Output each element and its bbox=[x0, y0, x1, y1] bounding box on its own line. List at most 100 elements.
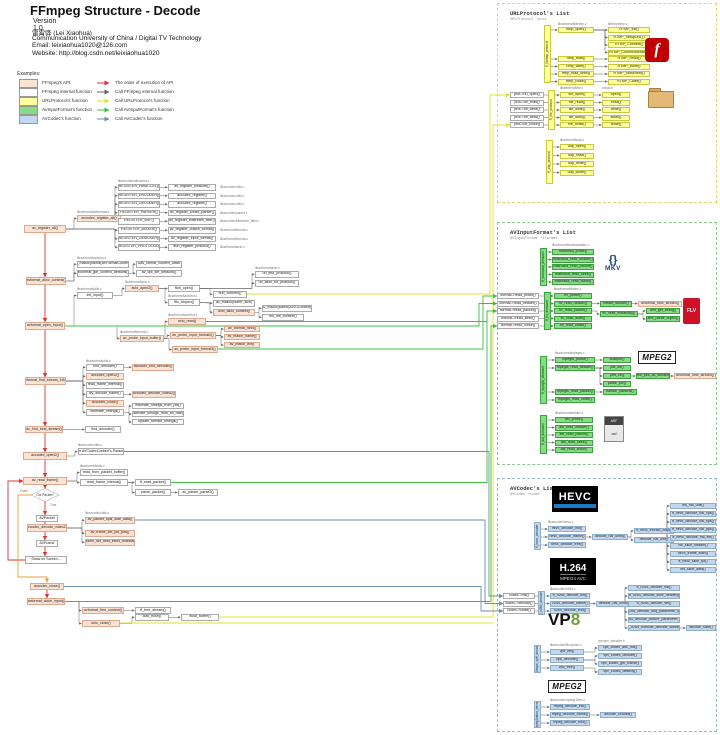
file-label: libavformat\flvdec.c bbox=[554, 287, 582, 291]
node-fr: file_read() bbox=[560, 99, 594, 106]
node-ao2: avio_open2() bbox=[125, 285, 159, 292]
node-apsd: av_packet_split_side_data() bbox=[85, 517, 135, 524]
node-fsk: flv_read_seek() bbox=[554, 315, 592, 322]
node-afc: avformat_free_context() bbox=[82, 607, 124, 614]
node-ame: av_match_ext() bbox=[224, 342, 260, 348]
file-label: libavformat\utils.c bbox=[80, 463, 105, 468]
node-o: open() bbox=[602, 92, 630, 98]
node-h264f: h264_decode_frame() bbox=[550, 600, 590, 607]
node-pr: prot->url_read() bbox=[510, 99, 544, 106]
node-pat: pat_cb() bbox=[603, 365, 631, 371]
node-ci: codec->init() bbox=[503, 593, 535, 599]
node-rc: rtmp_close() bbox=[558, 78, 594, 85]
node-hp: handle_packets() bbox=[603, 389, 637, 395]
node-uc: udp_close() bbox=[560, 169, 594, 176]
legend-arrow-red bbox=[97, 80, 110, 86]
node-afd: avcodec_find_decoder() bbox=[132, 364, 174, 371]
node-r8: REGISTER_PROTOCOL() bbox=[118, 244, 160, 251]
node-frp: ff_read_packet() bbox=[135, 479, 171, 486]
file-label: libavcodec\utils.c bbox=[78, 442, 103, 447]
file-label: libavcodec\hevc.c bbox=[548, 519, 574, 524]
node-pkt: AVPacket bbox=[36, 515, 58, 522]
node-hvps: ff_hevc_decode_nal_vps() bbox=[670, 511, 716, 517]
hevc-text: HEVC bbox=[558, 490, 592, 503]
node-rw: rtmp_write() bbox=[558, 63, 594, 70]
node-adv2m: avcodec_decode_video2() bbox=[27, 524, 67, 532]
file-label: libavformat\avio.c bbox=[125, 279, 150, 284]
node-hsd: hls_slice_data() bbox=[670, 567, 716, 573]
hevc-logo: HEVC bbox=[552, 486, 598, 512]
node-mrc: matroska_read_close() bbox=[552, 279, 594, 285]
author-org: Communication University of China / Digi… bbox=[32, 34, 202, 42]
node-ama: av_malloc(sizeof(AVIOContext)) bbox=[262, 305, 312, 312]
file-label: libavformat\allformats.c bbox=[77, 209, 110, 214]
legend-title: Examples: bbox=[17, 71, 41, 77]
node-Rc: RTMP_Connect() bbox=[608, 42, 650, 48]
node-Rw: RTMP_Write() bbox=[608, 63, 650, 70]
h264-subtext: MPEG4 AVC bbox=[560, 573, 586, 581]
asf-bottom: asf bbox=[611, 430, 617, 436]
legend-swatch-cod bbox=[19, 115, 38, 124]
file-label: libavformat\file.c bbox=[560, 86, 584, 90]
node-ust: update_stream_timings() bbox=[132, 419, 184, 425]
node-cc: codec->close() bbox=[503, 608, 535, 614]
node-vf: vp8_free() bbox=[550, 665, 584, 671]
file-label: libavformat\utils.c bbox=[77, 286, 102, 291]
node-bar_hevc: ff_hevc_decoder bbox=[534, 522, 541, 550]
legend-row: FFmpeg's API The order of execution of AP… bbox=[19, 79, 279, 88]
node-aoi: avformat_open_input() bbox=[25, 322, 65, 330]
node-t5: av_register_bitstream_filter() bbox=[168, 218, 216, 225]
node-apif2: av_probe_input_format2() bbox=[170, 332, 216, 339]
node-acb: avcodec_close() bbox=[86, 400, 124, 407]
file-label: libavcodec\bitstream_filter.c bbox=[220, 219, 260, 223]
flash-logo: f bbox=[645, 38, 669, 62]
legend-label: FFmpeg's API bbox=[42, 80, 71, 85]
node-vds: vpx_codec_destroy() bbox=[598, 669, 642, 675]
legend-label: AVInputFormat's function bbox=[42, 107, 93, 112]
flv-logo: FLV bbox=[683, 298, 700, 324]
author-name: 雷霄骅 (Lei Xiaohua) bbox=[32, 30, 92, 37]
version-label: Version 1.0 bbox=[33, 18, 57, 32]
node-me: mpeg_decode_end() bbox=[550, 720, 590, 726]
legend-arrow-label: Call AVInputFormat's function bbox=[115, 107, 174, 112]
node-vi: vpx_init() bbox=[550, 649, 584, 655]
node-hi: hevc_decode_init() bbox=[548, 526, 586, 532]
legend-arrow-yellow bbox=[97, 98, 110, 104]
node-vgf: vpx_codec_get_frame() bbox=[598, 661, 642, 667]
mpeg2-codec-logo: MPEG2 bbox=[548, 680, 586, 693]
node-etp: estimate_timings_from_pts() bbox=[132, 403, 184, 409]
node-apib: av_probe_input_buffer() bbox=[120, 335, 164, 342]
node-ds: decode_slice() bbox=[686, 625, 716, 631]
node-Rs: RTMP_SetupURL() bbox=[608, 34, 650, 41]
node-dnu2: decode_nal_units() bbox=[596, 600, 632, 607]
file-label: unistd.h bbox=[602, 86, 614, 90]
node-t1: av_register_hwaccel() bbox=[168, 184, 216, 191]
node-dnu1: decode_nal_unit() bbox=[634, 537, 674, 543]
node-ara: av_register_all() bbox=[24, 225, 66, 233]
node-pp: parse_packet() bbox=[135, 489, 171, 496]
node-ao2m: avcodec_open2() bbox=[23, 452, 67, 460]
mkv-brace: {} bbox=[608, 253, 618, 266]
node-bar_ts: ff_mpegts_demuxer bbox=[540, 356, 547, 404]
node-Rss: RTMP_SendSeek() bbox=[608, 71, 650, 77]
node-ih: iformat->read_header() bbox=[497, 300, 539, 307]
node-ps: prot->url_seek() bbox=[510, 114, 544, 121]
node-mrp: matroska_read_packet() bbox=[552, 264, 594, 270]
section-title: AVInputFormat's List bbox=[510, 229, 577, 236]
page-title: FFmpeg Structure - Decode bbox=[30, 3, 201, 18]
node-h264i: ff_h264_decode_init() bbox=[550, 593, 590, 599]
node-ufp: url_find_protocol() bbox=[255, 271, 299, 278]
node-afbs: av_find_best_stream() bbox=[25, 426, 63, 433]
node-aac: avformat_alloc_context() bbox=[26, 277, 66, 285]
node-uo: udp_open() bbox=[560, 144, 594, 150]
legend-label: FFmpeg internal function bbox=[42, 89, 92, 94]
file-label: libavformat\aviobuf.c bbox=[168, 312, 198, 317]
node-tsp: mpegts_probe() bbox=[555, 357, 595, 363]
file-label: librtmp\rtmp.c bbox=[608, 21, 628, 26]
node-Rcs: RTMP_ConnectStream() bbox=[608, 49, 650, 56]
vp8-logo: VP 8 bbox=[548, 610, 588, 630]
node-etb: estimate_timings_from_bit_rate() bbox=[132, 411, 184, 417]
node-ans2: avformat_new_stream() bbox=[674, 373, 716, 379]
